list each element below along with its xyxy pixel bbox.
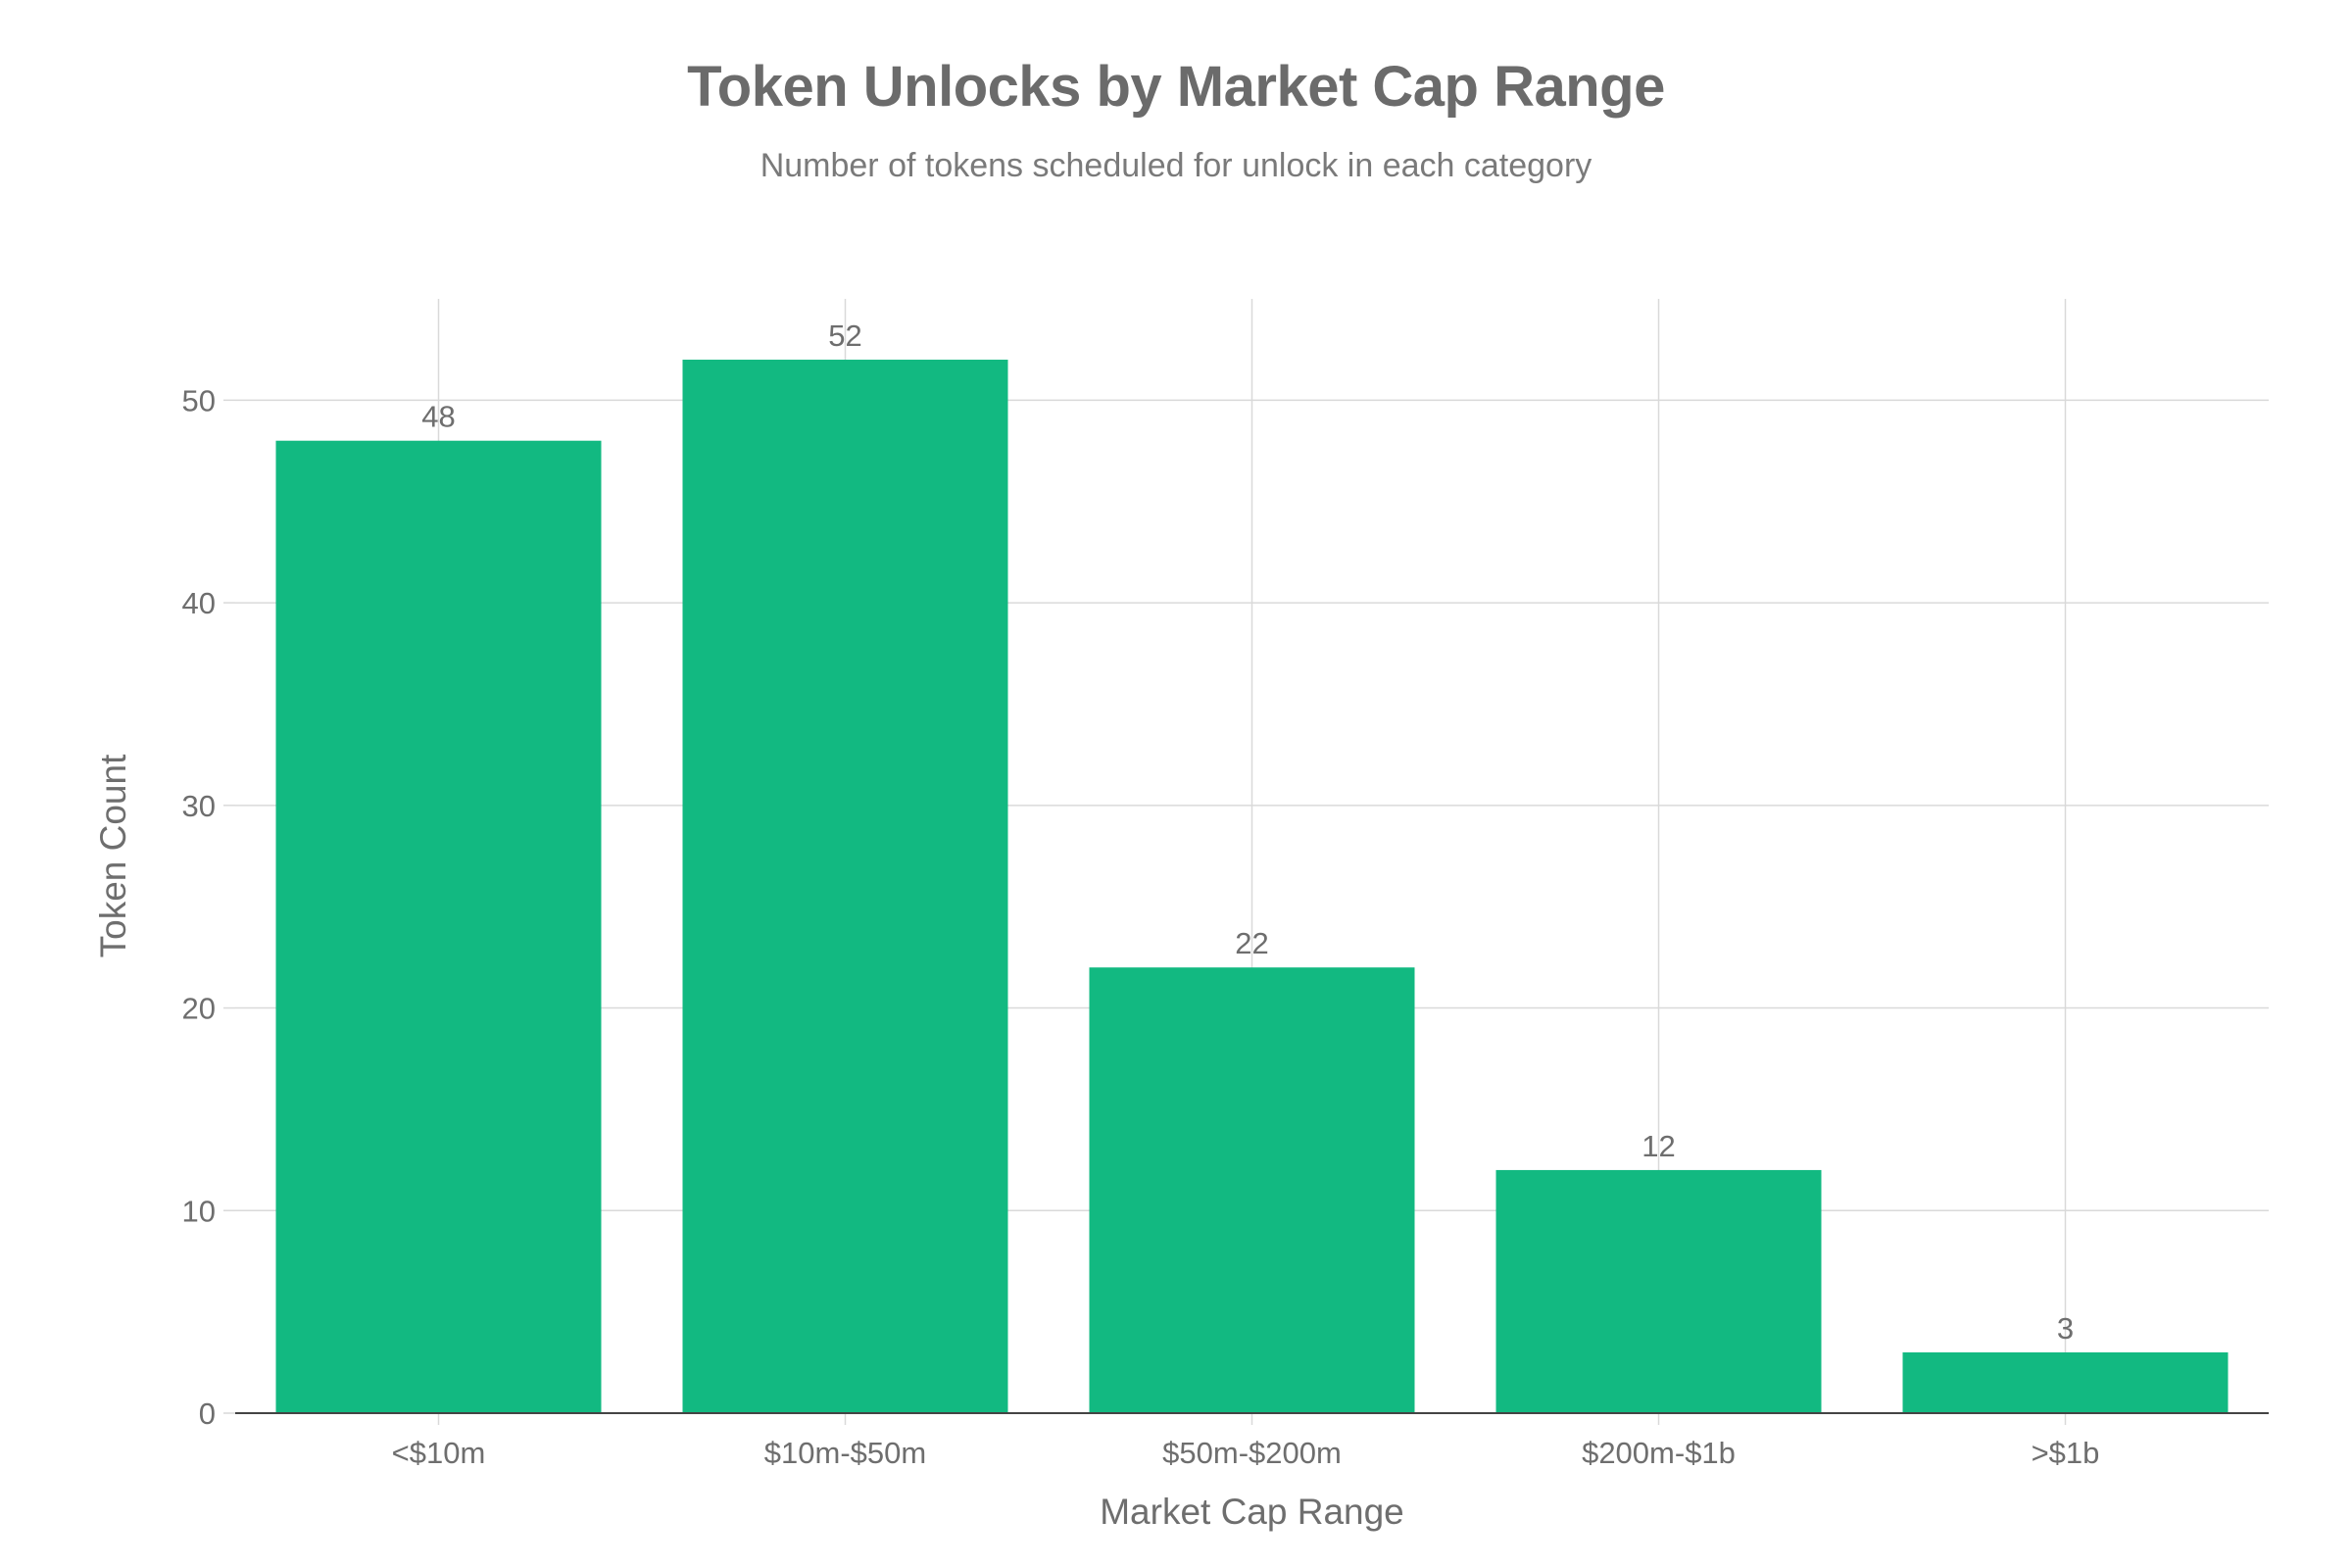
bar xyxy=(1902,1351,2229,1413)
label-layer: 48 52 22 12 3 xyxy=(421,318,2074,1346)
data-label: 52 xyxy=(828,318,861,353)
bar xyxy=(1495,1169,1822,1413)
y-tick-label: 0 xyxy=(199,1396,216,1431)
bar xyxy=(682,360,1008,1413)
y-tick-label: 10 xyxy=(182,1194,216,1228)
data-label: 3 xyxy=(2057,1311,2074,1346)
chart-title: Token Unlocks by Market Cap Range xyxy=(687,55,1665,119)
bar-layer xyxy=(275,360,2229,1413)
x-tick-label: $10m-$50m xyxy=(764,1436,926,1470)
y-axis-title: Token Count xyxy=(93,754,133,957)
x-axis-title: Market Cap Range xyxy=(1100,1492,1404,1532)
x-tick-label: >$1b xyxy=(2032,1436,2100,1470)
x-tick-label: <$10m xyxy=(392,1436,486,1470)
data-label: 22 xyxy=(1235,926,1268,960)
chart-subtitle: Number of tokens scheduled for unlock in… xyxy=(760,147,1592,184)
y-tick-label: 30 xyxy=(182,789,216,823)
data-label: 12 xyxy=(1642,1129,1675,1163)
x-tick-label: $200m-$1b xyxy=(1582,1436,1736,1470)
y-tick-label: 40 xyxy=(182,586,216,620)
x-tick-label: $50m-$200m xyxy=(1162,1436,1342,1470)
axis-layer: 0 10 20 30 40 50 <$10m $10m-$50m $50m-$200m $200m… xyxy=(182,383,2269,1470)
data-label: 48 xyxy=(421,400,455,434)
y-tick-label: 50 xyxy=(182,383,216,417)
bar xyxy=(275,440,602,1413)
bar xyxy=(1089,967,1415,1413)
y-tick-label: 20 xyxy=(182,992,216,1026)
